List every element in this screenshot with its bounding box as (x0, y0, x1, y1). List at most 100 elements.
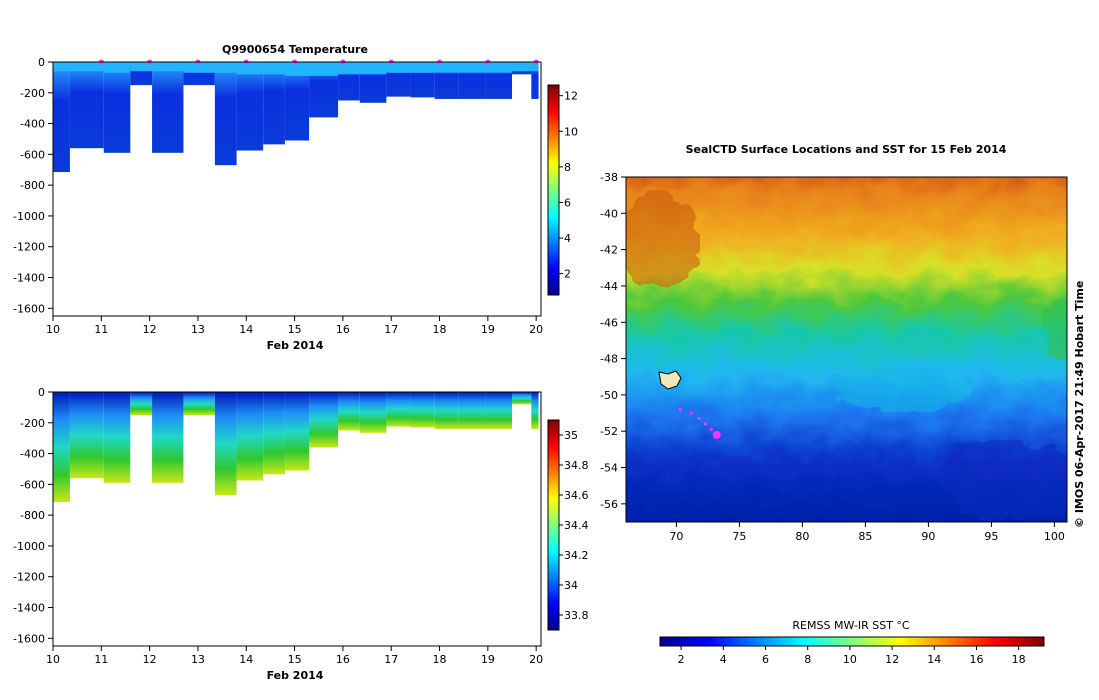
sst-colorbar-tick-label: 14 (927, 653, 941, 666)
x-tick-label: 20 (529, 323, 543, 336)
x-axis-label: Feb 2014 (267, 339, 324, 352)
profile-column (359, 392, 387, 433)
x-axis-label: Feb 2014 (267, 669, 324, 682)
profile-column (410, 392, 435, 428)
colorbar-tick-label: 10 (564, 125, 578, 138)
lon-tick-label: 90 (921, 530, 935, 543)
profile-column (434, 392, 459, 429)
longitude-axis: 70 75 80 85 90 95 100 (669, 522, 1065, 543)
y-tick-label: -1400 (13, 272, 45, 285)
profile-column (531, 392, 539, 429)
sst-colorbar-tick-label: 8 (804, 653, 811, 666)
lat-tick-label: -52 (600, 425, 618, 438)
y-tick-label: -200 (20, 87, 45, 100)
profile-column (485, 392, 513, 429)
profile-column (214, 62, 237, 166)
x-tick-label: 18 (433, 653, 447, 666)
profile-column (458, 392, 486, 429)
mixed-layer (359, 62, 387, 75)
x-tick-label: 15 (288, 653, 302, 666)
sst-field (626, 177, 1067, 522)
profile-column (103, 62, 131, 153)
lat-tick-label: -46 (600, 316, 618, 329)
profile-column (69, 62, 104, 149)
profile-column (284, 392, 310, 471)
profile-column (386, 392, 411, 427)
sst-colorbar-tick-label: 18 (1012, 653, 1026, 666)
y-tick-label: -1400 (13, 602, 45, 615)
lon-tick-label: 85 (858, 530, 872, 543)
mixed-layer (386, 62, 411, 73)
lon-tick-label: 80 (795, 530, 809, 543)
y-axis: 0 -200 -400 -600 -800 -1000 -1200 -1400 -1600 (13, 56, 53, 315)
seal-track (678, 407, 721, 439)
sst-colorbar-tick-label: 12 (885, 653, 899, 666)
x-axis: 10 11 12 13 14 15 16 17 18 19 20 (46, 646, 543, 666)
mixed-layer (69, 62, 104, 72)
x-tick-label: 15 (288, 323, 302, 336)
profile-column (531, 62, 539, 99)
y-tick-label: -1600 (13, 302, 45, 315)
profile-column (263, 62, 285, 145)
profile-column (69, 392, 104, 479)
track-point (689, 411, 694, 415)
credit-text: © IMOS 06-Apr-2017 21:49 Hobart Time (1073, 281, 1086, 528)
colorbar-tick-label: 35 (564, 429, 578, 442)
mixed-layer (183, 62, 215, 73)
colorbar-tick-label: 34.4 (564, 519, 589, 532)
x-tick-label: 13 (191, 653, 205, 666)
mixed-layer (103, 62, 131, 73)
y-tick-label: 0 (38, 386, 45, 399)
y-tick-label: -1000 (13, 540, 45, 553)
profile-column (103, 392, 131, 483)
colorbar-tick-label: 34.8 (564, 459, 589, 472)
mixed-layer (531, 62, 539, 72)
y-tick-label: -400 (20, 448, 45, 461)
lon-tick-label: 100 (1044, 530, 1065, 543)
colorbar-tick-label: 33.8 (564, 609, 589, 622)
y-tick-label: -1200 (13, 241, 45, 254)
colorbar-ticks: 2 4 6 8 10 12 (559, 90, 578, 281)
colorbar (547, 84, 560, 296)
panel-temperature: Q9900654 Temperature 10 11 12 13 14 15 16 17 18 1… (13, 43, 578, 352)
y-tick-label: -200 (20, 417, 45, 430)
x-tick-label: 11 (94, 323, 108, 336)
profile-column (236, 392, 264, 481)
plot-frame (52, 61, 542, 317)
profile-column (512, 392, 532, 405)
profile-column (309, 392, 339, 448)
sst-colorbar-tick-label: 2 (678, 653, 685, 666)
colorbar-tick-label: 34.2 (564, 549, 589, 562)
island-marker (658, 370, 682, 390)
sst-colorbar-label: REMSS MW-IR SST °C (792, 619, 910, 632)
lat-tick-label: -56 (600, 498, 618, 511)
panel-salinity: 10 11 12 13 14 15 16 17 18 19 20 0 -200 -400 -600 -800… (13, 386, 588, 682)
profile-column (152, 62, 184, 153)
profile-column (152, 392, 184, 483)
x-tick-label: 10 (46, 323, 60, 336)
track-point (710, 427, 714, 431)
plot-frame (52, 391, 542, 647)
chart-title: Q9900654 Temperature (222, 43, 368, 56)
temperature-profiles (53, 62, 539, 173)
mixed-layer (485, 62, 513, 73)
profile-column (214, 392, 237, 496)
lon-tick-label: 70 (669, 530, 683, 543)
lat-tick-label: -44 (600, 280, 618, 293)
x-tick-label: 19 (481, 323, 495, 336)
sst-colorbar-tick-label: 16 (969, 653, 983, 666)
mixed-layer (130, 62, 153, 72)
sst-colorbar-tick-label: 6 (762, 653, 769, 666)
lon-tick-label: 95 (984, 530, 998, 543)
y-tick-label: -1600 (13, 632, 45, 645)
y-tick-label: 0 (38, 56, 45, 69)
lat-tick-label: -48 (600, 353, 618, 366)
mixed-layer (236, 62, 264, 75)
profile-column (53, 392, 70, 503)
x-axis: 10 11 12 13 14 15 16 17 18 19 20 (46, 316, 543, 336)
mixed-layer (152, 62, 184, 72)
x-tick-label: 17 (384, 653, 398, 666)
x-tick-label: 10 (46, 653, 60, 666)
colorbar-tick-label: 8 (564, 161, 571, 174)
